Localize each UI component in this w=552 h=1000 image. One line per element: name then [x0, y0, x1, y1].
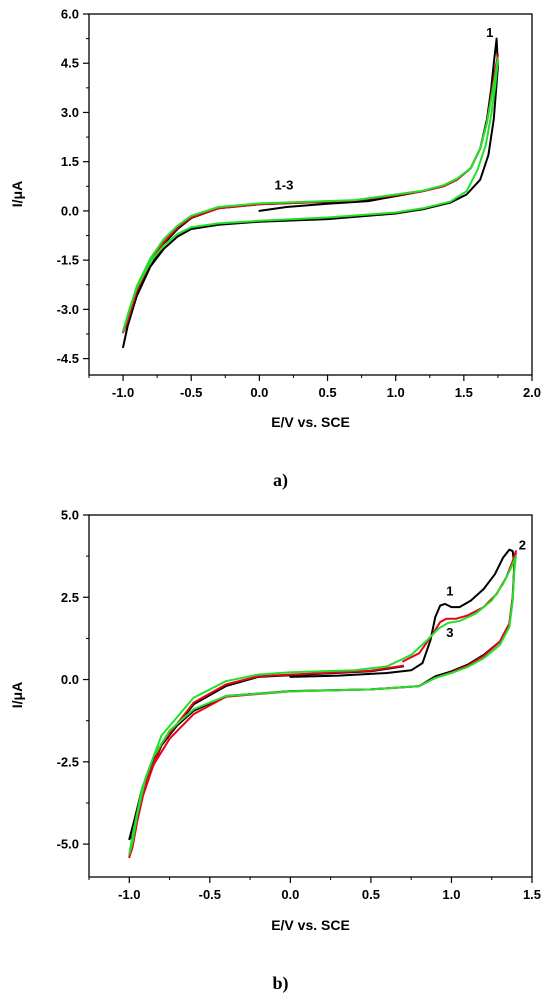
series-line-3 [122, 57, 499, 332]
x-tick-label: 1.5 [455, 385, 473, 400]
x-axis-title: E/V vs. SCE [271, 414, 350, 430]
curve-annotation: 2 [519, 538, 526, 553]
x-tick-label: 0.5 [318, 385, 336, 400]
panel-label: b) [272, 973, 288, 994]
x-tick-label: 2.0 [523, 385, 541, 400]
y-tick-label: 0.0 [61, 672, 79, 687]
x-tick-label: 1.0 [442, 887, 460, 902]
y-axis-title: I/μA [9, 181, 25, 207]
y-tick-label: -3.0 [57, 302, 79, 317]
x-tick-label: 0.0 [281, 887, 299, 902]
curve-annotation: 1 [446, 584, 453, 599]
curve-annotation: 1-3 [275, 178, 294, 193]
y-tick-label: -5.0 [57, 837, 79, 852]
x-tick-label: -0.5 [199, 887, 221, 902]
curve-annotation: 1 [486, 25, 493, 40]
x-tick-label: -0.5 [180, 385, 202, 400]
plot-frame [88, 514, 533, 878]
y-tick-label: 5.0 [61, 508, 79, 523]
y-tick-label: 2.5 [61, 590, 79, 605]
x-tick-label: 0.0 [250, 385, 268, 400]
panel-label: a) [273, 470, 288, 491]
series-line-3 [128, 555, 517, 855]
y-tick-label: -1.5 [57, 253, 79, 268]
x-tick-label: 1.0 [387, 385, 405, 400]
series-line-2 [122, 54, 499, 334]
series-line-1 [122, 37, 499, 349]
chart-panel-2: -1.0 -0.5 0.0 0.5 1.0 1.5 -5.0 -2.5 0.0 2.5 5.0 E/V… [9, 508, 541, 995]
series-line-1 [128, 548, 516, 841]
y-axis-title: I/μA [9, 682, 25, 708]
y-tick-label: 1.5 [61, 154, 79, 169]
y-tick-label: -4.5 [57, 351, 79, 366]
y-tick-label: 4.5 [61, 56, 79, 71]
x-tick-label: 1.5 [523, 887, 541, 902]
x-axis-title: E/V vs. SCE [271, 917, 350, 933]
curve-annotation: 3 [446, 625, 453, 640]
y-tick-label: 3.0 [61, 105, 79, 120]
y-tick-label: -2.5 [57, 754, 79, 769]
chart-panel-1: -1.0 -0.5 0.0 0.5 1.0 1.5 2.0 -4.5 -3.0 -1.5 0.0 1.… [9, 7, 541, 492]
x-tick-label: -1.0 [112, 385, 134, 400]
y-tick-label: 0.0 [61, 203, 79, 218]
y-tick-label: 6.0 [61, 7, 79, 22]
plot-frame [88, 13, 533, 376]
x-tick-label: -1.0 [118, 887, 140, 902]
x-tick-label: 0.5 [362, 887, 380, 902]
